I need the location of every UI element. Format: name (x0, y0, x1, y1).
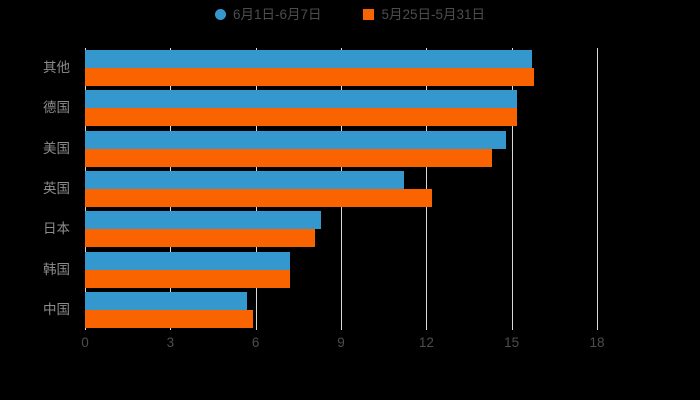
bar-韩国-series-0[interactable] (85, 251, 290, 270)
legend-item-series-1[interactable]: 5月25日-5月31日 (363, 8, 485, 22)
bar-其他-series-1[interactable] (85, 68, 535, 87)
bar-其他-series-0[interactable] (85, 50, 532, 69)
category-label-美国: 美国 (43, 140, 70, 156)
legend-item-series-0[interactable]: 6月1日-6月7日 (214, 7, 322, 22)
category-label-日本: 日本 (43, 221, 70, 237)
category-label-中国: 中国 (43, 301, 70, 317)
x-tick-label-15: 15 (504, 335, 520, 350)
legend-label-series-1: 5月25日-5月31日 (381, 7, 486, 22)
x-tick-label-0: 0 (81, 335, 89, 350)
legend-square-marker-icon (363, 9, 375, 21)
chart-legend: 6月1日-6月7日 5月25日-5月31日 (0, 8, 700, 22)
bar-美国-series-0[interactable] (85, 130, 506, 149)
category-label-英国: 英国 (43, 181, 70, 196)
legend-circle-marker-icon (214, 9, 226, 21)
bar-日本-series-1[interactable] (85, 229, 316, 248)
legend-label-series-0: 6月1日-6月7日 (232, 7, 322, 22)
x-tick-label-18: 18 (589, 335, 605, 350)
bar-美国-series-1[interactable] (85, 148, 492, 167)
x-tick-label-3: 3 (166, 335, 175, 350)
bar-德国-series-0[interactable] (85, 90, 518, 109)
bar-德国-series-1[interactable] (85, 108, 518, 127)
x-tick-label-12: 12 (418, 335, 434, 350)
plot-area (85, 48, 598, 330)
gridline-x-18 (597, 48, 598, 330)
gridline-x-15 (511, 48, 513, 330)
bar-韩国-series-1[interactable] (85, 269, 290, 288)
bar-中国-series-1[interactable] (85, 309, 253, 328)
category-label-韩国: 韩国 (43, 261, 70, 277)
bar-日本-series-0[interactable] (85, 211, 322, 230)
category-label-其他: 其他 (43, 60, 70, 76)
x-tick-label-9: 9 (337, 335, 345, 350)
bar-英国-series-1[interactable] (85, 189, 433, 207)
bar-英国-series-0[interactable] (85, 171, 404, 189)
bar-中国-series-0[interactable] (85, 291, 248, 310)
category-label-德国: 德国 (43, 100, 70, 116)
x-tick-label-6: 6 (251, 335, 260, 350)
